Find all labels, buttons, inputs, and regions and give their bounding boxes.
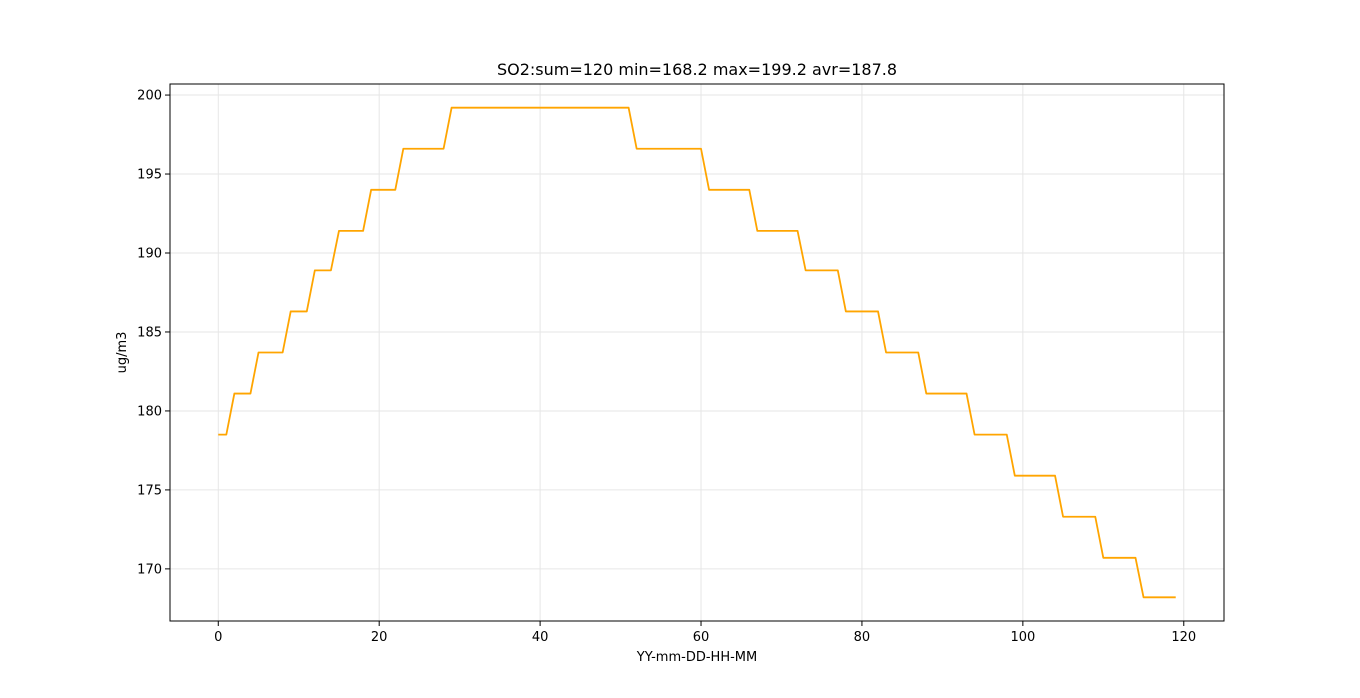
y-tick-label: 190 [137,246,162,261]
x-tick-label: 60 [693,630,710,645]
y-axis: 170 175 180 185 190 195 200 [137,89,170,577]
x-tick-label: 100 [1010,630,1035,645]
grid [170,84,1224,621]
x-tick-label: 40 [532,630,549,645]
x-tick-label: 120 [1171,630,1196,645]
y-tick-label: 185 [137,325,162,340]
x-axis-label: YY-mm-DD-HH-MM [636,650,757,665]
y-tick-label: 175 [137,483,162,498]
series-layer [218,106,1176,599]
y-tick-label: 200 [137,89,162,104]
chart-title: SO2:sum=120 min=168.2 max=199.2 avr=187.… [497,60,897,79]
x-tick-label: 20 [371,630,388,645]
x-axis: 0 20 40 60 80 100 120 [214,621,1196,645]
y-tick-label: 195 [137,168,162,183]
y-tick-label: 170 [137,562,162,577]
y-axis-label: ug/m3 [115,332,130,374]
plot-frame [169,83,1225,622]
series-line [218,106,1176,599]
x-tick-label: 80 [854,630,871,645]
x-tick-label: 0 [214,630,222,645]
y-tick-label: 180 [137,404,162,419]
